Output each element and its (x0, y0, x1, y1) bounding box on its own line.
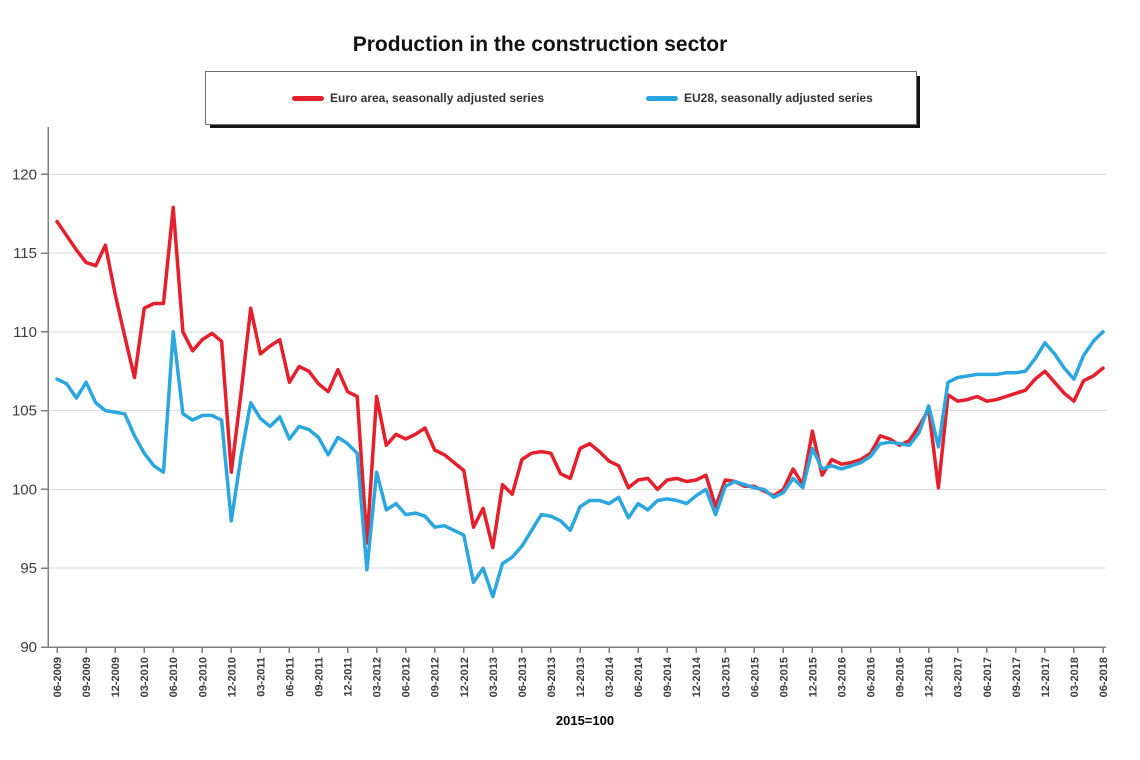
x-tick-label: 12-2009 (110, 657, 122, 697)
x-tick-label: 12-2012 (459, 657, 471, 697)
x-tick-label: 06-2011 (284, 657, 296, 697)
x-tick-label: 03-2013 (488, 657, 500, 697)
x-tick-label: 09-2010 (197, 657, 209, 697)
legend: Euro area, seasonally adjusted series EU… (205, 71, 917, 125)
eu28-line-swatch (646, 95, 678, 101)
legend-label-eu28: EU28, seasonally adjusted series (684, 91, 873, 105)
x-tick-label: 06-2012 (401, 657, 413, 697)
x-tick-label: 06-2013 (517, 657, 529, 697)
x-tick-label: 06-2009 (52, 657, 64, 697)
y-tick-label: 100 (12, 481, 37, 498)
chart-title: Production in the construction sector (352, 33, 728, 56)
x-tick-label: 03-2015 (720, 657, 732, 697)
x-tick-label: 03-2017 (953, 657, 965, 697)
x-tick-label: 09-2015 (778, 657, 790, 697)
x-tick-label: 03-2016 (837, 657, 849, 697)
x-tick-label: 09-2011 (314, 657, 326, 697)
x-tick-label: 06-2015 (749, 657, 761, 697)
x-tick-label: 12-2011 (343, 657, 355, 697)
y-tick-label: 115 (13, 245, 37, 262)
x-tick-label: 09-2013 (546, 657, 558, 697)
legend-item-eu28: EU28, seasonally adjusted series (646, 91, 873, 105)
x-tick-label: 12-2014 (691, 656, 703, 697)
x-tick-label: 03-2018 (1069, 657, 1081, 697)
eu28-series-line (55, 330, 1105, 599)
x-tick-label: 06-2010 (168, 657, 180, 697)
legend-item-euro-area: Euro area, seasonally adjusted series (292, 91, 544, 105)
y-gridlines (48, 173, 1106, 569)
index-base-note: 2015=100 (555, 713, 615, 728)
x-tick-label: 12-2016 (924, 657, 936, 697)
x-tick-label: 09-2014 (662, 656, 674, 697)
x-tick-label: 09-2017 (1011, 657, 1023, 697)
x-tick-label: 12-2017 (1040, 657, 1052, 697)
x-tick-label: 03-2012 (372, 657, 384, 697)
euro-area-line-swatch (292, 95, 324, 101)
x-tick-label: 09-2009 (81, 657, 93, 697)
y-tick-label: 120 (12, 166, 37, 183)
y-axis-ticks: 90 95 100 105 110 115 120 (12, 166, 48, 656)
x-tick-label: 03-2011 (255, 657, 267, 697)
x-tick-label: 03-2010 (139, 657, 151, 697)
y-tick-label: 95 (20, 560, 37, 577)
x-tick-label: 09-2012 (430, 657, 442, 697)
x-tick-label: 12-2010 (226, 657, 238, 697)
x-axis-ticks: 06-2009 09-2009 12-2009 03-2010 06-2010 09-20… (52, 647, 1110, 697)
x-tick-label: 06-2014 (633, 656, 645, 697)
x-tick-label: 06-2016 (866, 657, 878, 697)
legend-label-euro-area: Euro area, seasonally adjusted series (330, 91, 545, 105)
x-tick-label: 12-2015 (807, 657, 819, 697)
y-tick-label: 105 (12, 403, 37, 420)
y-tick-label: 110 (13, 324, 37, 341)
euro-area-series-line (55, 205, 1105, 550)
x-tick-label: 06-2017 (982, 657, 994, 697)
x-tick-label: 09-2016 (895, 657, 907, 697)
x-tick-label: 12-2013 (575, 657, 587, 697)
y-tick-label: 90 (20, 639, 37, 656)
axes (47, 127, 1106, 648)
x-tick-label: 03-2014 (604, 656, 616, 697)
x-tick-label: 06-2018 (1098, 657, 1110, 697)
